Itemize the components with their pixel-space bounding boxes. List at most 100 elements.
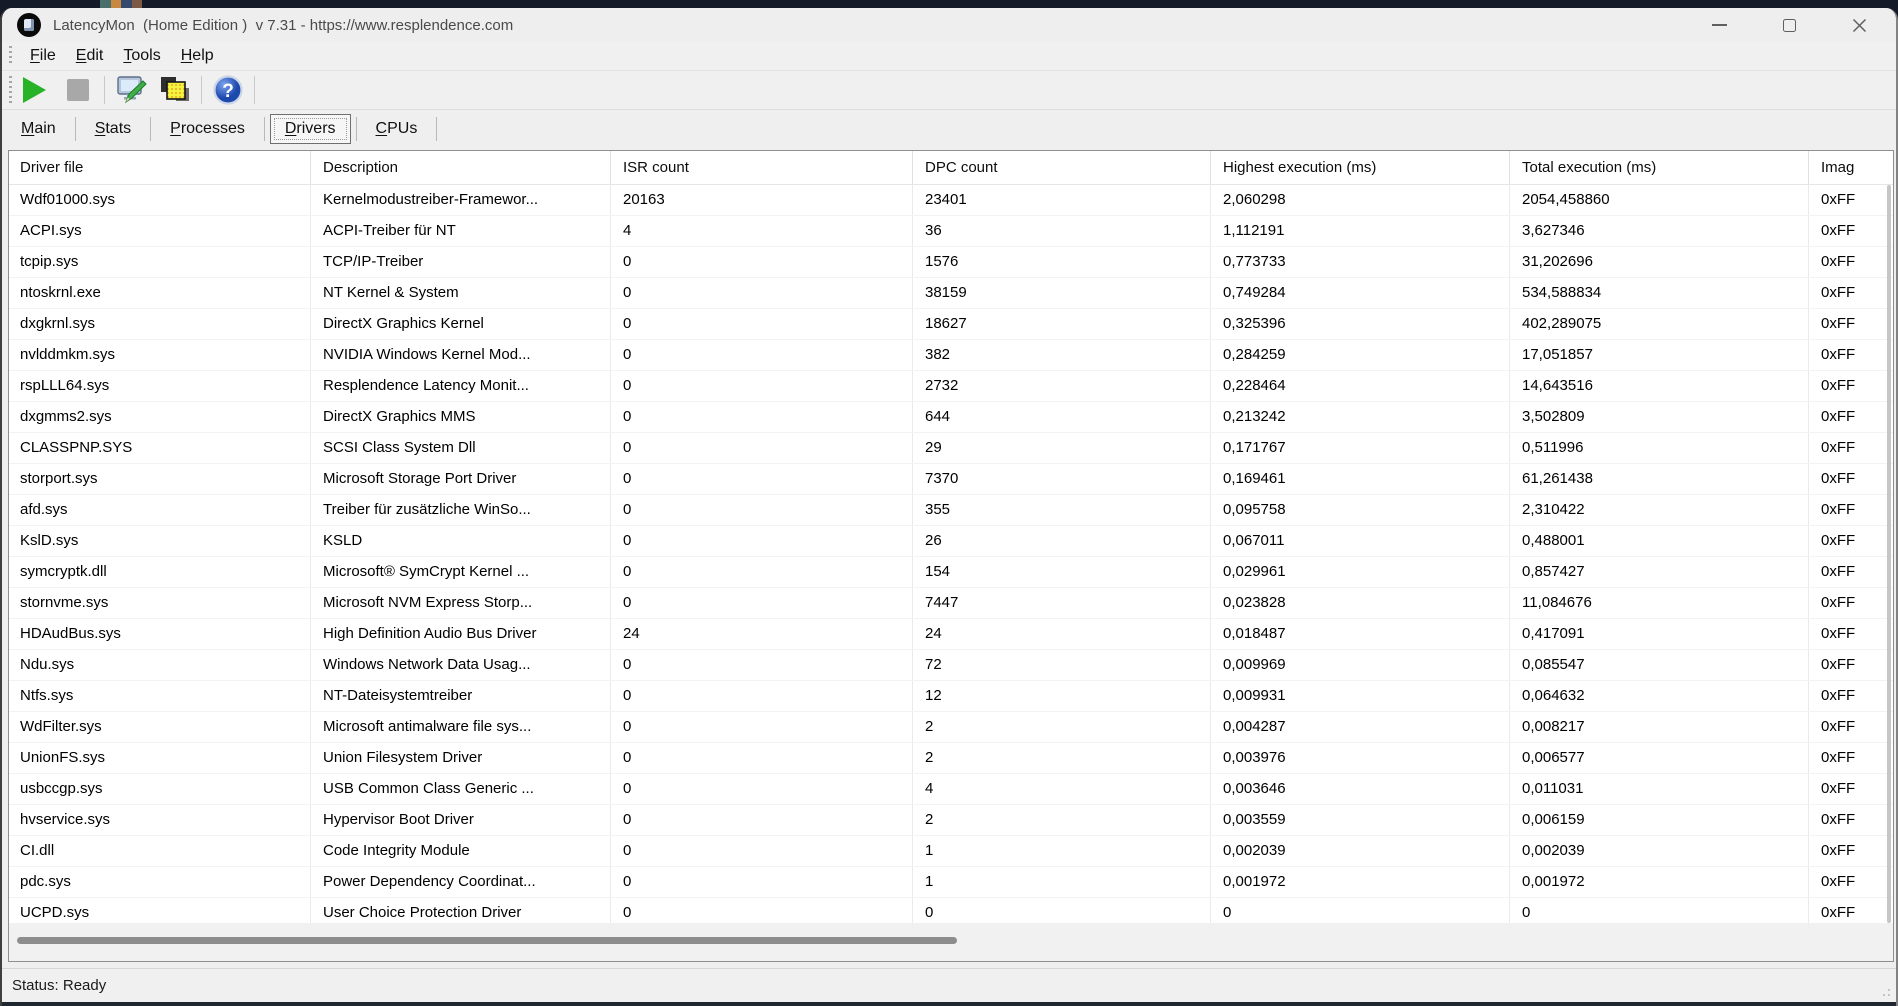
table-cell: 0,067011	[1211, 526, 1510, 556]
table-cell: 2732	[913, 371, 1211, 401]
table-row[interactable]: pdc.sys Power Dependency Coordinat... 0 1 0,…	[9, 867, 1893, 898]
column-header[interactable]: ISR count	[611, 151, 913, 184]
tab-processes[interactable]: Processes	[170, 120, 245, 137]
start-monitor-button[interactable]	[12, 73, 56, 107]
table-cell: 4	[913, 774, 1211, 804]
table-row[interactable]: WdFilter.sys Microsoft antimalware file s…	[9, 712, 1893, 743]
toolbar: ?	[2, 71, 1896, 110]
table-cell: 0,008217	[1510, 712, 1809, 742]
table-cell: 0,095758	[1211, 495, 1510, 525]
table-row[interactable]: Wdf01000.sys Kernelmodustreiber-Framewor.…	[9, 185, 1893, 216]
table-cell: Ndu.sys	[9, 650, 311, 680]
table-header: Driver file Description ISR count DPC count…	[9, 151, 1893, 185]
table-cell: 2	[913, 712, 1211, 742]
table-row[interactable]: CI.dll Code Integrity Module 0 1 0,002039 0,0…	[9, 836, 1893, 867]
menu-help[interactable]: Help	[180, 47, 214, 64]
column-header[interactable]: DPC count	[913, 151, 1211, 184]
maximize-button[interactable]	[1766, 8, 1812, 42]
table-row[interactable]: CLASSPNP.SYS SCSI Class System Dll 0 29 0,17…	[9, 433, 1893, 464]
table-cell: 0,325396	[1211, 309, 1510, 339]
column-header[interactable]: Description	[311, 151, 611, 184]
table-cell: Wdf01000.sys	[9, 185, 311, 215]
column-header[interactable]: Imag	[1821, 159, 1855, 176]
toolbar-gripper[interactable]	[9, 76, 12, 104]
table-cell: 0,773733	[1211, 247, 1510, 277]
maximize-icon	[1782, 18, 1796, 32]
table-cell: 0	[611, 743, 913, 773]
table-cell: 31,202696	[1510, 247, 1809, 277]
column-header[interactable]: Total execution (ms)	[1510, 151, 1809, 184]
table-row[interactable]: HDAudBus.sys High Definition Audio Bus Dr…	[9, 619, 1893, 650]
table-cell: 644	[913, 402, 1211, 432]
table-row[interactable]: stornvme.sys Microsoft NVM Express Storp.…	[9, 588, 1893, 619]
close-button[interactable]	[1836, 8, 1882, 42]
help-button[interactable]: ?	[206, 73, 250, 107]
table-cell: 0xFF	[1821, 904, 1856, 921]
menu-edit[interactable]: Edit	[75, 47, 104, 64]
table-cell: 0	[611, 340, 913, 370]
table-cell: 0	[611, 495, 913, 525]
tab-drivers[interactable]: Drivers	[269, 114, 351, 144]
table-row[interactable]: dxgkrnl.sys DirectX Graphics Kernel 0 18627…	[9, 309, 1893, 340]
table-row[interactable]: ntoskrnl.exe NT Kernel & System 0 38159 0,74…	[9, 278, 1893, 309]
tab-main[interactable]: Main	[21, 120, 56, 137]
tab-cpus[interactable]: CPUs	[375, 120, 418, 137]
menu-items: File Edit Tools Help	[20, 47, 224, 65]
options-button[interactable]	[109, 73, 153, 107]
table-cell: 0,001972	[1211, 867, 1510, 897]
table-cell: CLASSPNP.SYS	[9, 433, 311, 463]
copy-report-button[interactable]	[153, 73, 197, 107]
table-row[interactable]: Ntfs.sys NT-Dateisystemtreiber 0 12 0,009931…	[9, 681, 1893, 712]
drivers-table-panel: Driver file Description ISR count DPC count…	[8, 150, 1894, 962]
table-row[interactable]: UCPD.sys User Choice Protection Driver 0 0 0…	[9, 898, 1893, 923]
table-cell: 2,060298	[1211, 185, 1510, 215]
table-cell: 0	[611, 464, 913, 494]
table-cell: 0xFF	[1821, 842, 1856, 859]
table-cell: 0xFF	[1821, 873, 1856, 890]
table-cell: nvlddmkm.sys	[9, 340, 311, 370]
table-row[interactable]: KslD.sys KSLD 0 26 0,067011 0,488001 0xFF	[9, 526, 1893, 557]
toolbar-separator	[254, 76, 255, 104]
table-cell: 26	[913, 526, 1211, 556]
tab-stats[interactable]: Stats	[94, 120, 132, 137]
table-cell: Microsoft NVM Express Storp...	[311, 588, 611, 618]
table-cell: 0xFF	[1821, 625, 1856, 642]
table-cell: 36	[913, 216, 1211, 246]
menu-file[interactable]: File	[30, 47, 56, 64]
table-row[interactable]: usbccgp.sys USB Common Class Generic ... 0…	[9, 774, 1893, 805]
menu-gripper[interactable]	[9, 46, 12, 66]
resize-grip[interactable]	[1878, 984, 1890, 996]
table-row[interactable]: tcpip.sys TCP/IP-Treiber 0 1576 0,773733 31,2…	[9, 247, 1893, 278]
table-cell: 0	[611, 557, 913, 587]
stop-monitor-button[interactable]	[56, 73, 100, 107]
table-cell: 0,213242	[1211, 402, 1510, 432]
column-header[interactable]: Driver file	[9, 151, 311, 184]
table-cell: 0,018487	[1211, 619, 1510, 649]
table-cell: 61,261438	[1510, 464, 1809, 494]
table-row[interactable]: storport.sys Microsoft Storage Port Drive…	[9, 464, 1893, 495]
horizontal-scrollbar-thumb[interactable]	[17, 937, 957, 944]
table-row[interactable]: ACPI.sys ACPI-Treiber für NT 4 36 1,112191 3,…	[9, 216, 1893, 247]
title-bar[interactable]: LatencyMon (Home Edition ) v 7.31 - http…	[2, 8, 1896, 42]
table-row[interactable]: dxgmms2.sys DirectX Graphics MMS 0 644 0,213…	[9, 402, 1893, 433]
table-row[interactable]: UnionFS.sys Union Filesystem Driver 0 2 0,00…	[9, 743, 1893, 774]
table-cell: afd.sys	[9, 495, 311, 525]
minimize-button[interactable]	[1696, 8, 1742, 42]
table-cell: 3,627346	[1510, 216, 1809, 246]
table-row[interactable]: Ndu.sys Windows Network Data Usag... 0 72 0,…	[9, 650, 1893, 681]
menu-tools[interactable]: Tools	[123, 47, 161, 64]
table-cell: 0	[611, 867, 913, 897]
vertical-scrollbar[interactable]	[1887, 185, 1891, 923]
table-cell: 0xFF	[1821, 191, 1856, 208]
horizontal-scrollbar[interactable]	[9, 923, 1893, 961]
table-row[interactable]: nvlddmkm.sys NVIDIA Windows Kernel Mod...…	[9, 340, 1893, 371]
table-cell: 0	[611, 681, 913, 711]
table-row[interactable]: rspLLL64.sys Resplendence Latency Monit..…	[9, 371, 1893, 402]
table-row[interactable]: hvservice.sys Hypervisor Boot Driver 0 2 0,0…	[9, 805, 1893, 836]
table-row[interactable]: symcryptk.dll Microsoft® SymCrypt Kernel …	[9, 557, 1893, 588]
table-row[interactable]: afd.sys Treiber für zusätzliche WinSo... 0…	[9, 495, 1893, 526]
column-header[interactable]: Highest execution (ms)	[1211, 151, 1510, 184]
table-cell: 20163	[611, 185, 913, 215]
table-cell: 0,009931	[1211, 681, 1510, 711]
table-cell: dxgkrnl.sys	[9, 309, 311, 339]
